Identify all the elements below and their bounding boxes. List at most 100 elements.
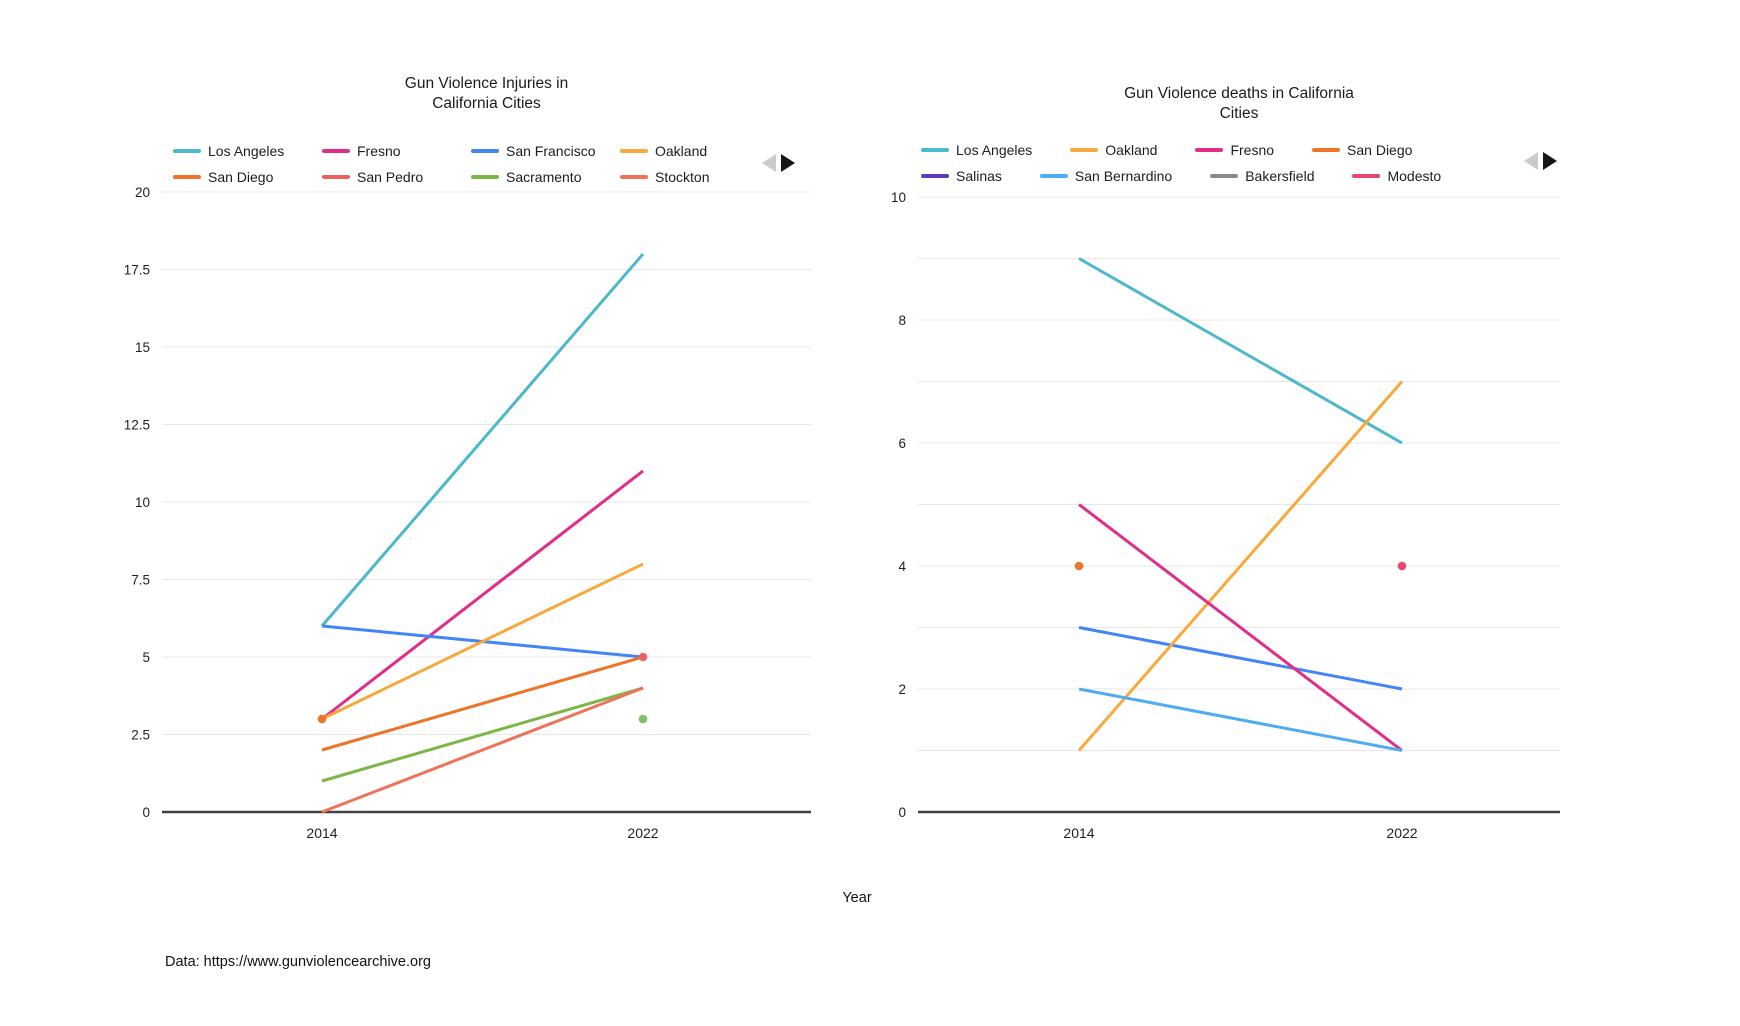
y-tick-label: 7.5 [131, 573, 150, 588]
legend-swatch-sacramento [471, 175, 499, 179]
legend-row: San Diego San Pedro Sacramento Stockton [173, 168, 769, 186]
series-line-oakland [1077, 380, 1404, 752]
injuries-legend-pagination [762, 154, 795, 172]
legend-label: Salinas [956, 168, 1002, 184]
deaths-chart-legend: Los Angeles Oakland Fresno San Diego Salinas… [921, 141, 1479, 193]
legend-item-fresno: Fresno [1195, 142, 1274, 158]
series-line-unlabeled [1078, 626, 1403, 691]
y-tick-label: 10 [891, 190, 906, 205]
y-tick-label: 0 [142, 805, 150, 820]
series-point-unlabeled [317, 714, 327, 724]
legend-item-san-pedro: San Pedro [322, 169, 471, 185]
legend-item-modesto: Modesto [1352, 168, 1441, 184]
deaths-chart-title: Gun Violence deaths in California Cities [918, 84, 1560, 124]
x-axis-title: Year [842, 890, 872, 906]
y-tick-label: 15 [135, 340, 150, 355]
y-tick-label: 2 [898, 682, 906, 697]
legend-label: Fresno [357, 143, 401, 159]
legend-swatch-stockton [620, 175, 648, 179]
deaths-chart-title-line2: Cities [1219, 105, 1259, 122]
legend-label: Los Angeles [956, 142, 1033, 158]
legend-swatch-los-angeles [921, 148, 949, 152]
legend-label: San Pedro [357, 169, 424, 185]
series-point-unlabeled [638, 714, 648, 724]
legend-item-los-angeles: Los Angeles [921, 142, 1032, 158]
legend-prev-icon[interactable] [762, 154, 776, 172]
legend-swatch-san-diego [173, 175, 201, 179]
legend-row: Los Angeles Oakland Fresno San Diego [921, 141, 1479, 159]
legend-label: San Francisco [506, 143, 596, 159]
series-line-stockton [321, 686, 644, 814]
source-note: Data: https://www.gunviolencearchive.org [165, 954, 431, 970]
injuries-chart-title-line2: California Cities [432, 95, 541, 112]
legend-swatch-san-diego [1312, 148, 1341, 152]
x-tick-label: 2014 [306, 825, 337, 841]
legend-swatch-san-pedro [322, 175, 350, 179]
legend-label: Oakland [655, 143, 708, 159]
x-tick-label: 2022 [1386, 825, 1417, 841]
legend-item-san-francisco: San Francisco [471, 143, 620, 159]
y-tick-label: 17.5 [124, 263, 150, 278]
series-line-oakland [321, 562, 644, 721]
legend-swatch-oakland [1070, 148, 1099, 152]
x-tick-label: 2022 [627, 825, 658, 841]
legend-item-oakland: Oakland [1070, 142, 1157, 158]
series-point-san-pedro [638, 652, 648, 662]
series-line-fresno [1078, 503, 1403, 752]
injuries-plot: 20 17.5 15 12.5 10 7.5 5 2.5 0 2014 2022 [124, 185, 811, 841]
legend-swatch-bakersfield [1210, 174, 1239, 178]
legend-label: Fresno [1230, 142, 1275, 158]
series-point-modesto [1397, 561, 1407, 571]
y-tick-label: 20 [135, 185, 150, 200]
legend-item-stockton: Stockton [620, 169, 769, 185]
legend-label: San Diego [1347, 142, 1413, 158]
legend-prev-icon[interactable] [1524, 152, 1538, 170]
y-tick-label: 8 [898, 313, 906, 328]
legend-label: San Diego [208, 169, 274, 185]
injuries-chart-legend: Los Angeles Fresno San Francisco Oakland San… [173, 142, 769, 194]
y-tick-label: 0 [898, 805, 906, 820]
legend-label: Los Angeles [208, 143, 285, 159]
series-line-sacramento [321, 686, 644, 783]
legend-swatch-los-angeles [173, 149, 201, 153]
legend-swatch-modesto [1352, 174, 1381, 178]
series-line-san-diego [321, 655, 644, 752]
series-point-san-diego [1074, 561, 1084, 571]
deaths-legend-pagination [1524, 152, 1557, 170]
deaths-plot: 10 8 6 4 2 0 2014 2022 [891, 190, 1560, 841]
series-line-los-angeles [320, 253, 645, 627]
legend-swatch-fresno [322, 149, 350, 153]
legend-item-fresno: Fresno [322, 143, 471, 159]
legend-row: Salinas San Bernardino Bakersfield Modesto [921, 167, 1479, 185]
legend-item-salinas: Salinas [921, 168, 1002, 184]
y-tick-label: 10 [135, 495, 150, 510]
legend-label: Stockton [655, 169, 710, 185]
legend-item-bakersfield: Bakersfield [1210, 168, 1314, 184]
legend-row: Los Angeles Fresno San Francisco Oakland [173, 142, 769, 160]
legend-item-los-angeles: Los Angeles [173, 143, 322, 159]
y-tick-label: 6 [898, 436, 906, 451]
legend-next-icon[interactable] [781, 154, 795, 172]
y-tick-label: 2.5 [131, 728, 150, 743]
legend-item-san-diego: San Diego [173, 169, 322, 185]
legend-label: Bakersfield [1245, 168, 1315, 184]
injuries-chart-title-line1: Gun Violence Injuries in [404, 75, 569, 92]
legend-swatch-san-bernardino [1039, 174, 1068, 178]
x-tick-label: 2014 [1063, 825, 1094, 841]
legend-item-san-diego: San Diego [1312, 142, 1412, 158]
legend-swatch-oakland [620, 149, 648, 153]
injuries-chart-title: Gun Violence Injuries in California Citi… [162, 74, 811, 114]
y-tick-label: 4 [898, 559, 906, 574]
y-tick-label: 12.5 [124, 418, 150, 433]
legend-swatch-fresno [1195, 148, 1224, 152]
legend-next-icon[interactable] [1543, 152, 1557, 170]
legend-label: Sacramento [506, 169, 582, 185]
series-line-san-bernardino [1078, 687, 1403, 752]
legend-item-oakland: Oakland [620, 143, 769, 159]
legend-label: Modesto [1387, 168, 1442, 184]
legend-label: Oakland [1105, 142, 1158, 158]
series-line-los-angeles [1078, 257, 1403, 445]
legend-item-san-bernardino: San Bernardino [1039, 168, 1172, 184]
